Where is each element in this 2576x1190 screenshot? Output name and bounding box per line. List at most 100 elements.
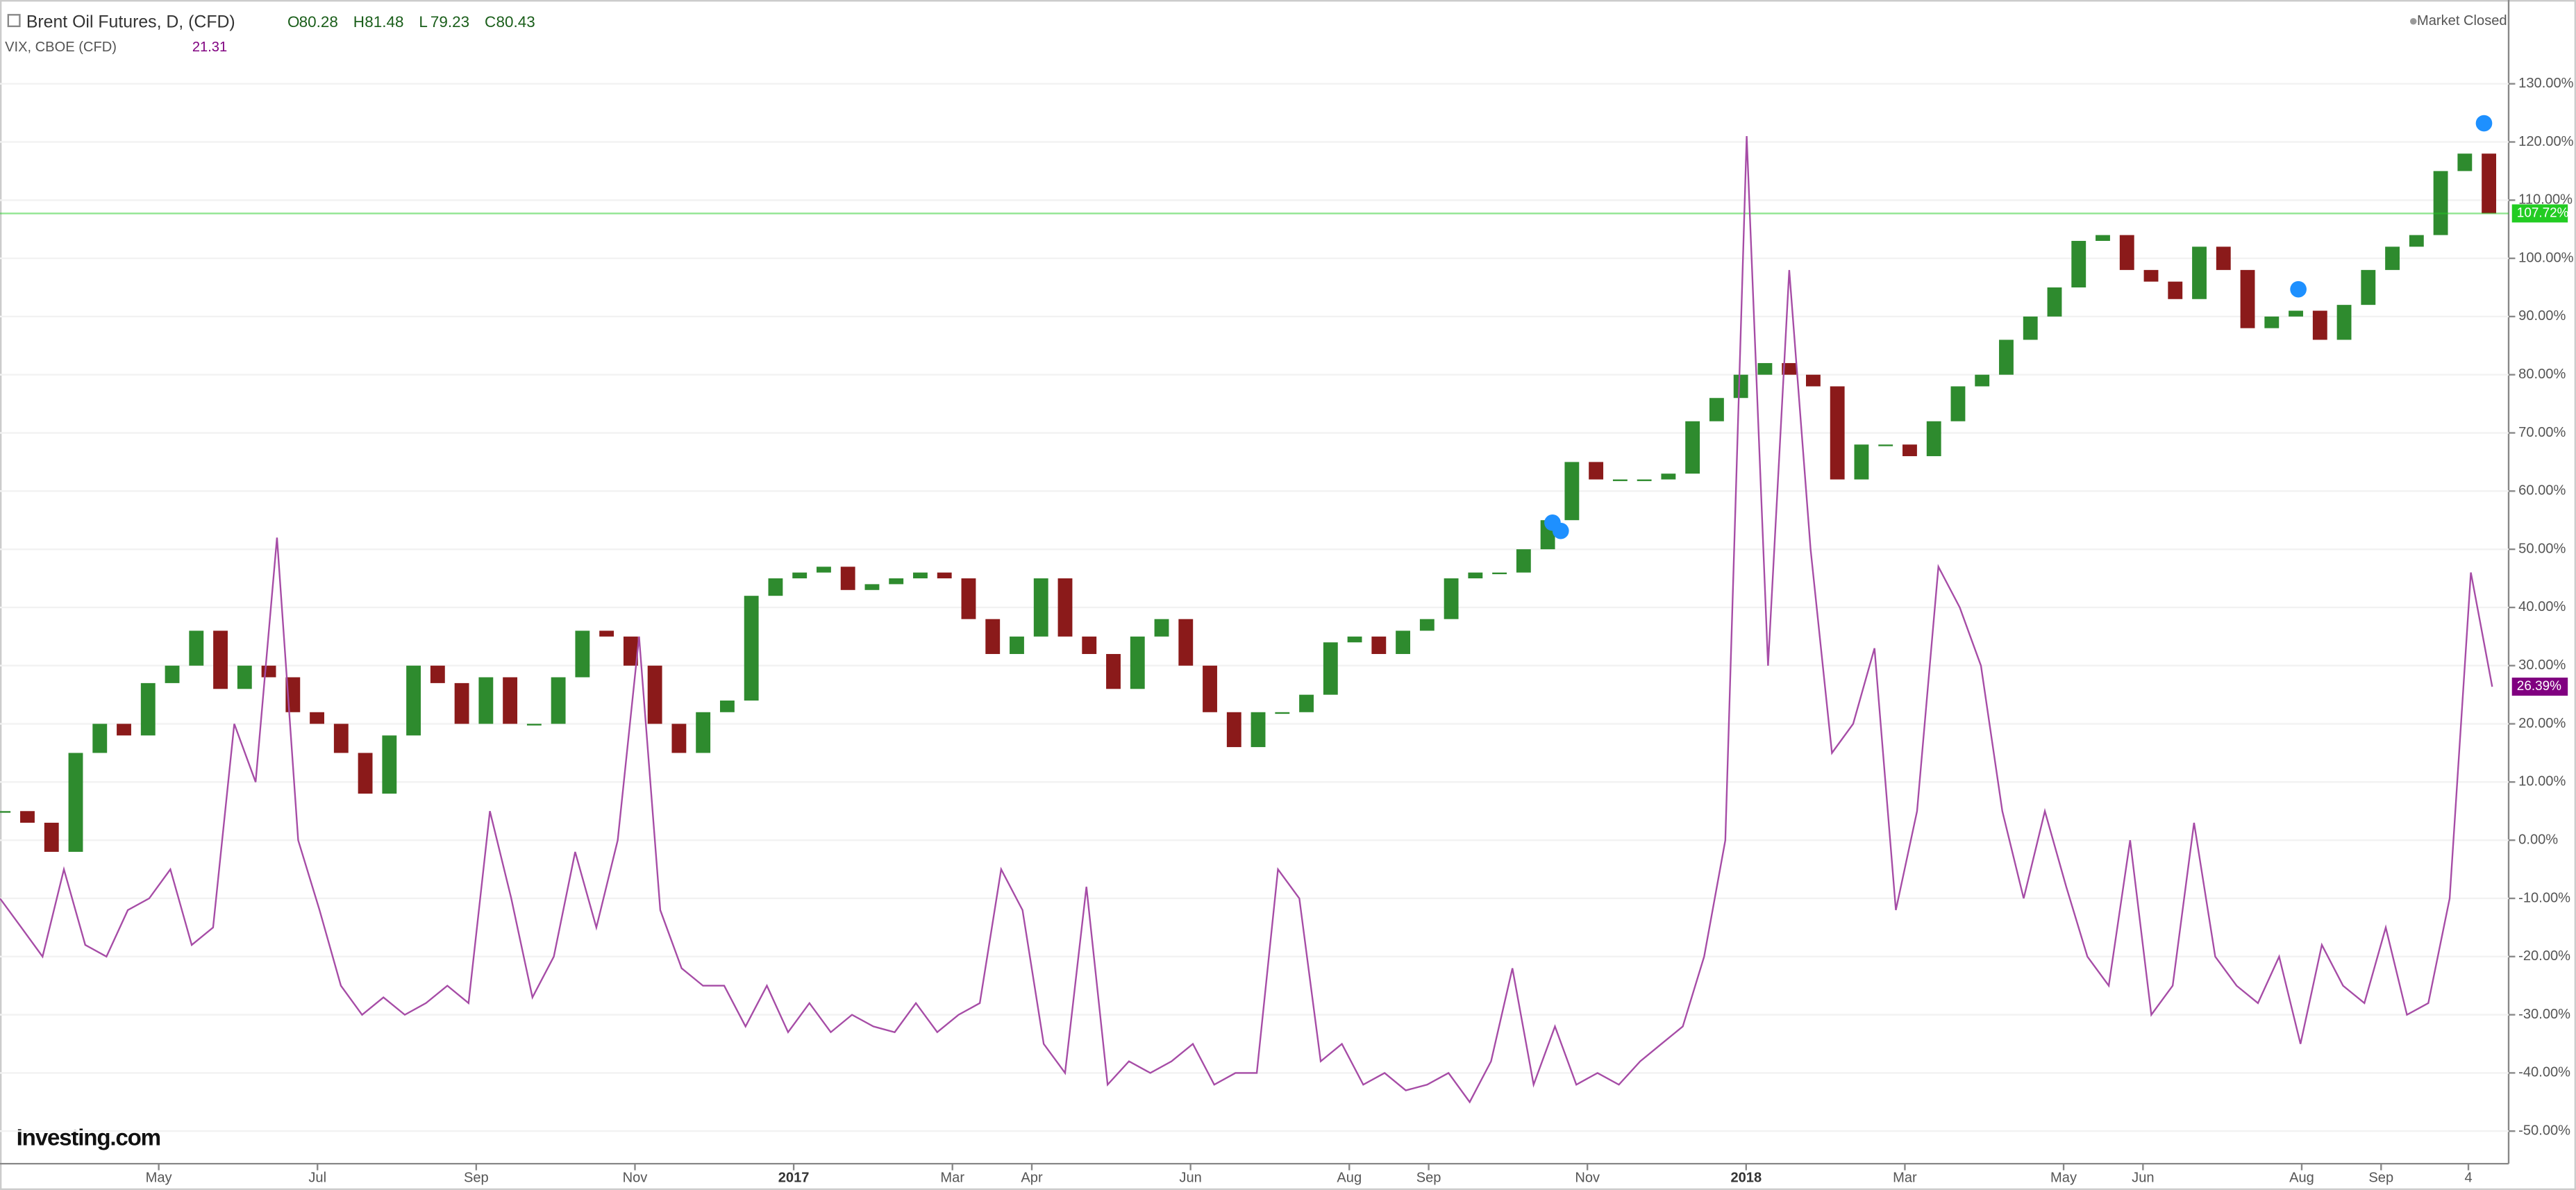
candle xyxy=(140,682,156,736)
candle xyxy=(1444,578,1459,619)
x-tick-label: 2018 xyxy=(1730,1171,1762,1186)
candle xyxy=(68,753,83,852)
candle xyxy=(1226,712,1241,748)
candle xyxy=(1637,479,1652,481)
candle xyxy=(406,665,421,736)
y-tick-label: 20.00% xyxy=(2518,716,2566,731)
x-tick-label: Aug xyxy=(2289,1171,2314,1186)
candle xyxy=(2289,310,2303,317)
candle xyxy=(1926,421,1941,457)
candle xyxy=(2433,171,2448,235)
candle xyxy=(840,567,855,590)
series-line xyxy=(0,135,2493,1104)
x-tick-label: Nov xyxy=(623,1171,648,1186)
y-tick-label: 30.00% xyxy=(2518,657,2566,673)
quote-value: 80.43 xyxy=(496,13,535,31)
candle xyxy=(2240,269,2255,328)
p-icon[interactable] xyxy=(2290,280,2307,298)
y-tick-label: 50.00% xyxy=(2518,541,2566,556)
collapse-button[interactable] xyxy=(7,14,21,28)
y-tick-label: -40.00% xyxy=(2518,1065,2570,1080)
candle xyxy=(1709,398,1724,421)
candle xyxy=(2192,246,2207,299)
x-tick-label: Jul xyxy=(308,1171,326,1186)
x-tick-label: 4 xyxy=(2464,1171,2472,1186)
candle xyxy=(1902,444,1917,457)
candle xyxy=(2216,246,2231,270)
x-tick-label: 2017 xyxy=(778,1171,810,1186)
candle xyxy=(744,596,759,701)
candle xyxy=(1347,636,1362,643)
y-tick-label: -30.00% xyxy=(2518,1007,2570,1022)
p-icons xyxy=(1544,115,2493,539)
candles xyxy=(0,153,2497,852)
y-tick-label: 90.00% xyxy=(2518,308,2566,324)
y-tick-label: 100.00% xyxy=(2518,250,2573,265)
candle xyxy=(768,578,783,596)
candle xyxy=(1275,712,1290,714)
candle xyxy=(961,578,976,619)
y-tick-label: -10.00% xyxy=(2518,890,2570,905)
candle xyxy=(864,584,880,590)
candle xyxy=(189,630,204,666)
candle xyxy=(2143,269,2159,282)
quote-label: O xyxy=(287,13,299,31)
candle xyxy=(599,630,614,637)
x-tick-label: Sep xyxy=(2368,1171,2393,1186)
candle xyxy=(1950,386,1966,421)
candle xyxy=(1975,374,1990,387)
candle xyxy=(2023,316,2038,340)
quote-label: C xyxy=(485,13,496,31)
x-tick-label: May xyxy=(2050,1171,2077,1186)
candle xyxy=(1203,665,1217,712)
p-icon[interactable] xyxy=(1552,522,1569,539)
x-tick-label: Sep xyxy=(1416,1171,1441,1186)
candle xyxy=(2312,310,2327,340)
quote-value: 81.48 xyxy=(365,13,403,31)
candle xyxy=(333,723,349,753)
candle xyxy=(1757,362,1773,375)
candle xyxy=(20,811,35,823)
candle xyxy=(478,677,494,724)
candle xyxy=(2119,235,2134,270)
x-tick-label: Jun xyxy=(2132,1171,2154,1186)
candle xyxy=(213,630,228,689)
series-legend: VIX, CBOE (CFD) xyxy=(5,40,117,55)
candle xyxy=(1178,619,1194,666)
y-tick-label: 0.00% xyxy=(2518,832,2558,847)
quote-label: H xyxy=(353,13,365,31)
candle xyxy=(1468,572,1483,579)
market-status: Market Closed xyxy=(2417,13,2507,28)
candle xyxy=(1010,636,1024,654)
y-tick-label: -50.00% xyxy=(2518,1123,2570,1138)
candle xyxy=(165,665,180,683)
y-tick-label: 80.00% xyxy=(2518,367,2566,382)
candle xyxy=(623,636,638,666)
price-tag-label: 26.39% xyxy=(2517,679,2561,694)
candle xyxy=(0,811,11,813)
candle xyxy=(1323,642,1338,695)
candle xyxy=(719,701,735,712)
candle xyxy=(2096,235,2110,241)
candle xyxy=(671,723,687,753)
candle xyxy=(889,578,904,585)
x-tick-label: Mar xyxy=(1893,1171,1917,1186)
candle xyxy=(2168,281,2183,299)
candle xyxy=(237,665,252,689)
candle xyxy=(1661,474,1676,480)
price-tag-label: 107.72% xyxy=(2517,206,2569,220)
x-tick-label: May xyxy=(146,1171,173,1186)
price-tag xyxy=(2511,677,2568,696)
y-tick-label: -20.00% xyxy=(2518,948,2570,964)
logo: Investing.com xyxy=(17,1125,160,1150)
status-dot xyxy=(2410,18,2417,25)
candle xyxy=(575,630,590,678)
candle xyxy=(1082,636,1097,654)
candle xyxy=(261,665,276,678)
candle xyxy=(1564,462,1580,521)
quote-value: 79.23 xyxy=(430,13,469,31)
p-icon[interactable] xyxy=(2475,115,2493,132)
price-tag xyxy=(2511,204,2568,223)
candle xyxy=(985,619,1001,654)
